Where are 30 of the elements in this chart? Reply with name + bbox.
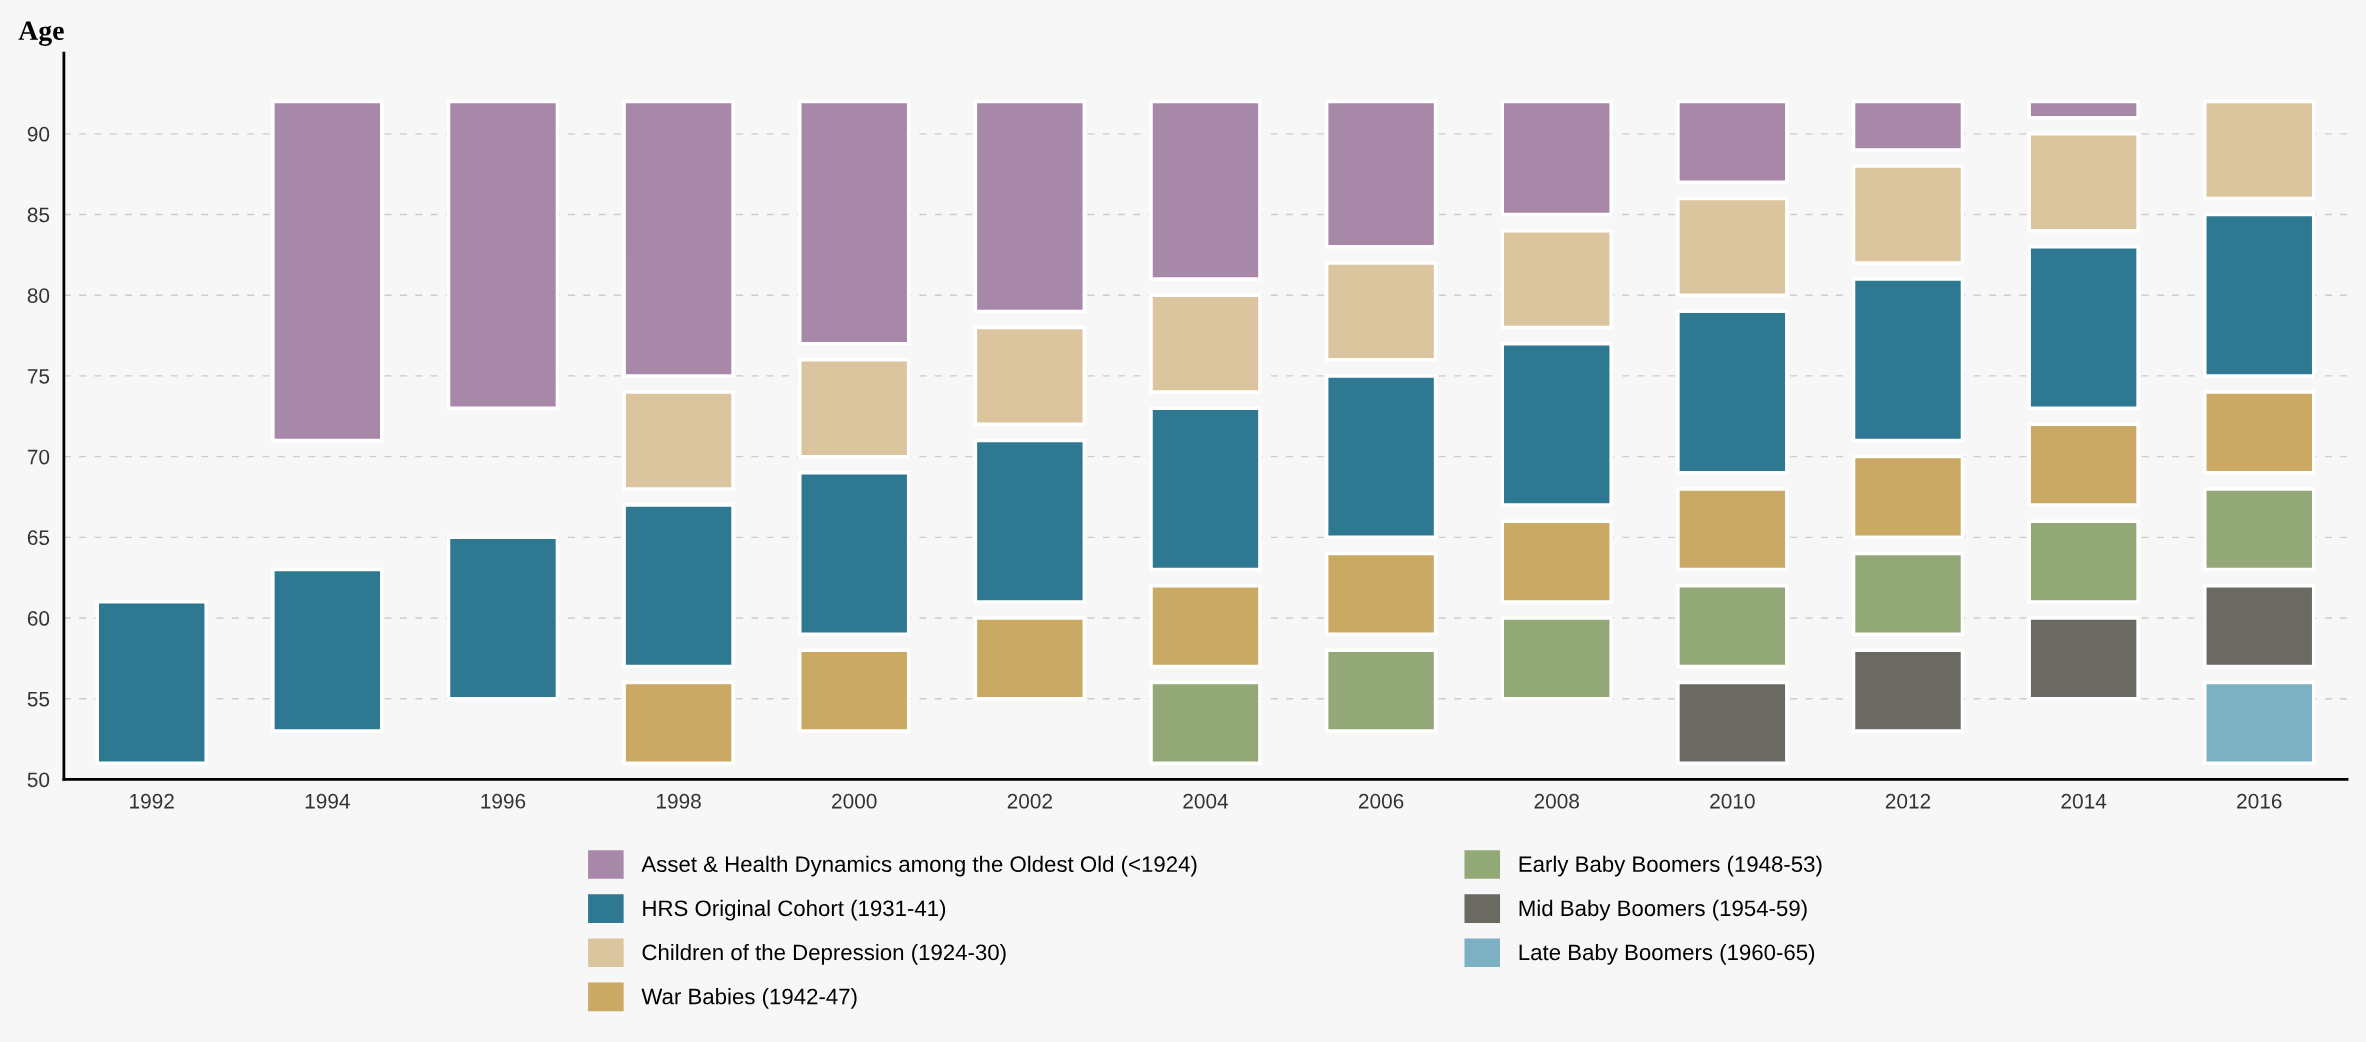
x-tick-label: 2012 (1885, 793, 1931, 809)
x-tick-label: 2006 (1358, 793, 1404, 809)
x-tick-label: 2016 (2237, 793, 2282, 809)
x-tick-label: 2008 (1534, 793, 1580, 809)
y-tick-label: 60 (27, 611, 50, 626)
x-tick-label: 2002 (1007, 793, 1052, 809)
y-tick-label: 55 (27, 691, 50, 707)
legend-label: Mid Baby Boomers (1954-59) (1519, 899, 1807, 921)
legend-label: War Babies (1942-47) (641, 988, 857, 1009)
x-tick-label: 2014 (2061, 793, 2107, 809)
y-tick-label: 80 (27, 288, 50, 303)
legend-label: Asset & Health Dynamics among the Oldest Old (<1924) (641, 855, 1197, 877)
y-tick-label: 65 (27, 530, 50, 546)
x-tick-label: 2010 (1710, 793, 1755, 809)
y-axis-title: Age (18, 21, 64, 46)
y-tick-label: 90 (27, 126, 50, 142)
legend-label: Late Baby Boomers (1960-65) (1519, 943, 1815, 965)
y-tick-label: 70 (27, 449, 50, 465)
legend-label: HRS Original Cohort (1931-41) (643, 899, 946, 921)
x-tick-label: 1994 (305, 793, 350, 809)
y-tick-label: 75 (27, 369, 50, 384)
legend-label: Early Baby Boomers (1948-53) (1519, 855, 1822, 877)
legend-label: Children of the Depression (1924-30) (642, 943, 1006, 965)
y-tick-label: 50 (27, 772, 50, 788)
x-tick-label: 1996 (481, 793, 526, 809)
y-tick-label: 85 (27, 207, 50, 223)
x-tick-label: 2000 (832, 793, 877, 809)
x-tick-label: 2004 (1183, 793, 1229, 809)
x-tick-label: 1998 (657, 793, 701, 809)
x-tick-label: 1992 (130, 793, 174, 809)
